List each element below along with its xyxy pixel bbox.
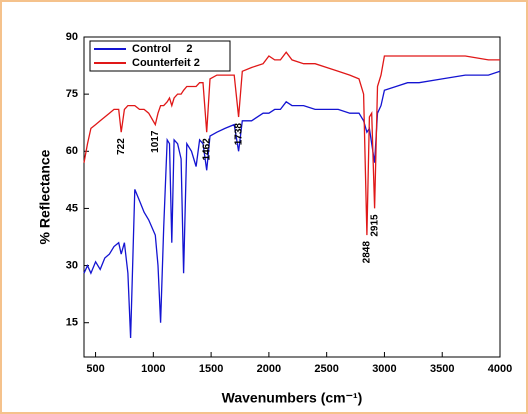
x-tick-label: 1500 — [199, 363, 223, 375]
x-tick-label: 4000 — [488, 363, 512, 375]
y-axis-title: % Reflectance — [37, 149, 53, 244]
x-tick-label: 1000 — [141, 363, 165, 375]
x-tick-label: 500 — [86, 363, 104, 375]
annotation: 1738 — [233, 123, 244, 146]
legend-label: Control 2 — [132, 43, 193, 55]
y-tick-label: 75 — [66, 88, 78, 100]
x-axis-title: Wavenumbers (cm⁻¹) — [222, 390, 363, 406]
x-tick-label: 2000 — [257, 363, 281, 375]
x-tick-label: 2500 — [314, 363, 338, 375]
annotation: 722 — [116, 138, 127, 155]
y-tick-label: 15 — [66, 317, 78, 329]
y-tick-label: 60 — [66, 145, 78, 157]
annotation: 1017 — [150, 130, 161, 153]
legend-label: Counterfeit 2 — [132, 57, 200, 69]
series-line — [83, 51, 500, 236]
legend-box — [89, 40, 231, 72]
y-tick-label: 90 — [66, 31, 78, 43]
annotation: 2915 — [369, 214, 380, 237]
annotation: 2848 — [362, 241, 373, 264]
y-tick-label: 45 — [66, 202, 78, 214]
series-line — [83, 70, 501, 339]
x-tick-label: 3500 — [430, 363, 454, 375]
plot-frame — [83, 36, 501, 358]
x-tick-label: 3000 — [372, 363, 396, 375]
y-tick-label: 30 — [66, 259, 78, 271]
annotation: 1462 — [201, 138, 212, 161]
